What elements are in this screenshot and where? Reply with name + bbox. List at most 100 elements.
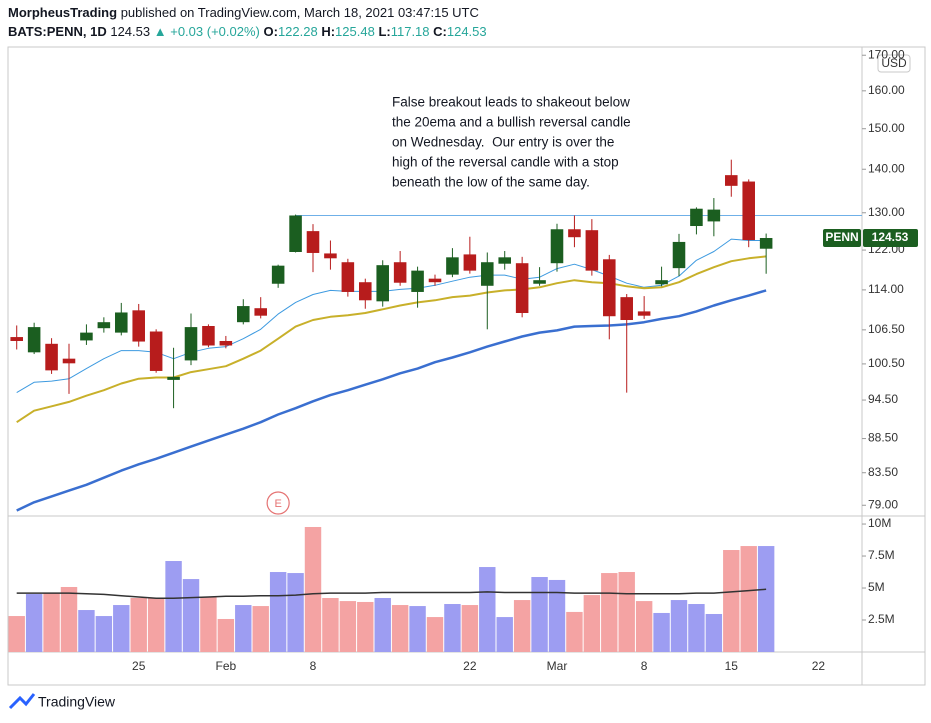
volume-bar [43, 593, 60, 652]
o: 122.28 [278, 24, 318, 39]
candle-body [271, 265, 285, 284]
volume-bar [269, 572, 287, 652]
candle-body [393, 262, 407, 283]
y-tick-label: 100.50 [868, 356, 905, 370]
volume-bar [653, 612, 670, 652]
l: 117.18 [391, 24, 430, 39]
annotation-line: on Wednesday. Our entry is over the [392, 135, 614, 150]
candle-body [428, 278, 442, 283]
volume-bar [635, 601, 653, 652]
volume-bar [566, 611, 583, 652]
volume-bar [252, 606, 269, 652]
volume-bar [513, 600, 531, 652]
volume-bar [618, 572, 635, 652]
y-tick-label: 88.50 [868, 431, 898, 445]
x-tick-label: 25 [132, 659, 146, 673]
candle-body [184, 327, 198, 361]
volume-bar [113, 605, 130, 652]
volume-bar [583, 595, 601, 652]
candle-body [306, 231, 320, 253]
volume-bar [130, 598, 147, 652]
candle-body [498, 257, 511, 264]
candle-body [568, 229, 581, 238]
moving-average-line [16, 238, 767, 394]
candle-body [446, 257, 459, 275]
candle-body [550, 229, 564, 264]
volume-bar [78, 610, 95, 652]
annotation-line: False breakout leads to shakeout below [392, 95, 630, 110]
x-tick-label: Mar [547, 659, 568, 673]
candle-body [359, 282, 372, 301]
candle-body [254, 308, 267, 316]
volume-tick-label: 10M [868, 516, 891, 530]
volume-bar [444, 604, 461, 652]
candle-body [376, 265, 389, 302]
candle-body [219, 340, 233, 346]
c-label: C: [433, 24, 447, 39]
y-tick-label: 160.00 [868, 83, 905, 97]
volume-bar [479, 567, 496, 652]
y-tick-label: 140.00 [868, 161, 905, 175]
header-line-1: MorpheusTrading published on TradingView… [8, 5, 479, 20]
volume-tick-label: 2.5M [868, 612, 895, 626]
x-tick-label: 15 [725, 659, 739, 673]
annotation-line: beneath the low of the same day. [392, 175, 590, 190]
y-tick-label: 170.00 [868, 47, 905, 61]
x-tick-label: 22 [463, 659, 477, 673]
volume-bar [391, 605, 409, 652]
volume-bar [235, 605, 252, 652]
y-tick-label: 79.00 [868, 497, 898, 511]
volume-bar [426, 617, 444, 652]
up-arrow: ▲ [154, 24, 167, 39]
y-tick-label: 130.00 [868, 205, 905, 219]
candle-body [341, 262, 355, 292]
y-tick-label: 114.00 [868, 282, 904, 296]
ticker-tag [823, 229, 861, 248]
volume-bar [339, 601, 357, 652]
candle-body [515, 263, 529, 314]
volume-bar [60, 586, 78, 652]
price-tag [863, 229, 918, 248]
volume-bar [165, 561, 182, 652]
volume-bar [705, 613, 723, 652]
last: 124.53 [110, 24, 150, 39]
candle-body [27, 327, 41, 353]
o-label: O: [263, 24, 277, 39]
candle-body [132, 310, 145, 342]
published: published on TradingView.com, March 18, … [121, 5, 479, 20]
candle-body [481, 262, 494, 286]
volume-bar [357, 601, 374, 652]
volume-bar [200, 596, 217, 652]
candle-body [690, 208, 703, 227]
volume-bar [670, 600, 688, 652]
volume-tick-label: 7.5M [868, 548, 895, 562]
annotation: False breakout leads to shakeout below t… [392, 95, 631, 190]
candle-body [62, 358, 76, 364]
candle-body [655, 280, 668, 285]
candle-body [237, 306, 250, 323]
volume-bar [95, 616, 113, 652]
logo-icon [8, 693, 36, 710]
symbol: BATS:PENN, 1D [8, 24, 107, 39]
x-tick-label: 8 [310, 659, 317, 673]
volume-bar [601, 573, 618, 652]
candle-body [167, 376, 180, 380]
earnings-label: E [274, 498, 281, 510]
volume-bar [496, 617, 513, 652]
volume-bar [374, 598, 391, 652]
x-tick-label: 22 [812, 659, 826, 673]
volume-bar [287, 573, 304, 652]
y-tick-label: 94.50 [868, 392, 898, 406]
candle-body [620, 297, 633, 321]
candle-body [149, 331, 163, 371]
candle-body [10, 337, 23, 341]
y-tick-label: 83.50 [868, 465, 898, 479]
volume-bar [461, 605, 479, 652]
volume-tick-label: 5M [868, 580, 885, 594]
candle-body [324, 253, 337, 259]
volume-bar [8, 616, 25, 652]
candle-body [603, 259, 616, 317]
candle-body [289, 215, 302, 252]
